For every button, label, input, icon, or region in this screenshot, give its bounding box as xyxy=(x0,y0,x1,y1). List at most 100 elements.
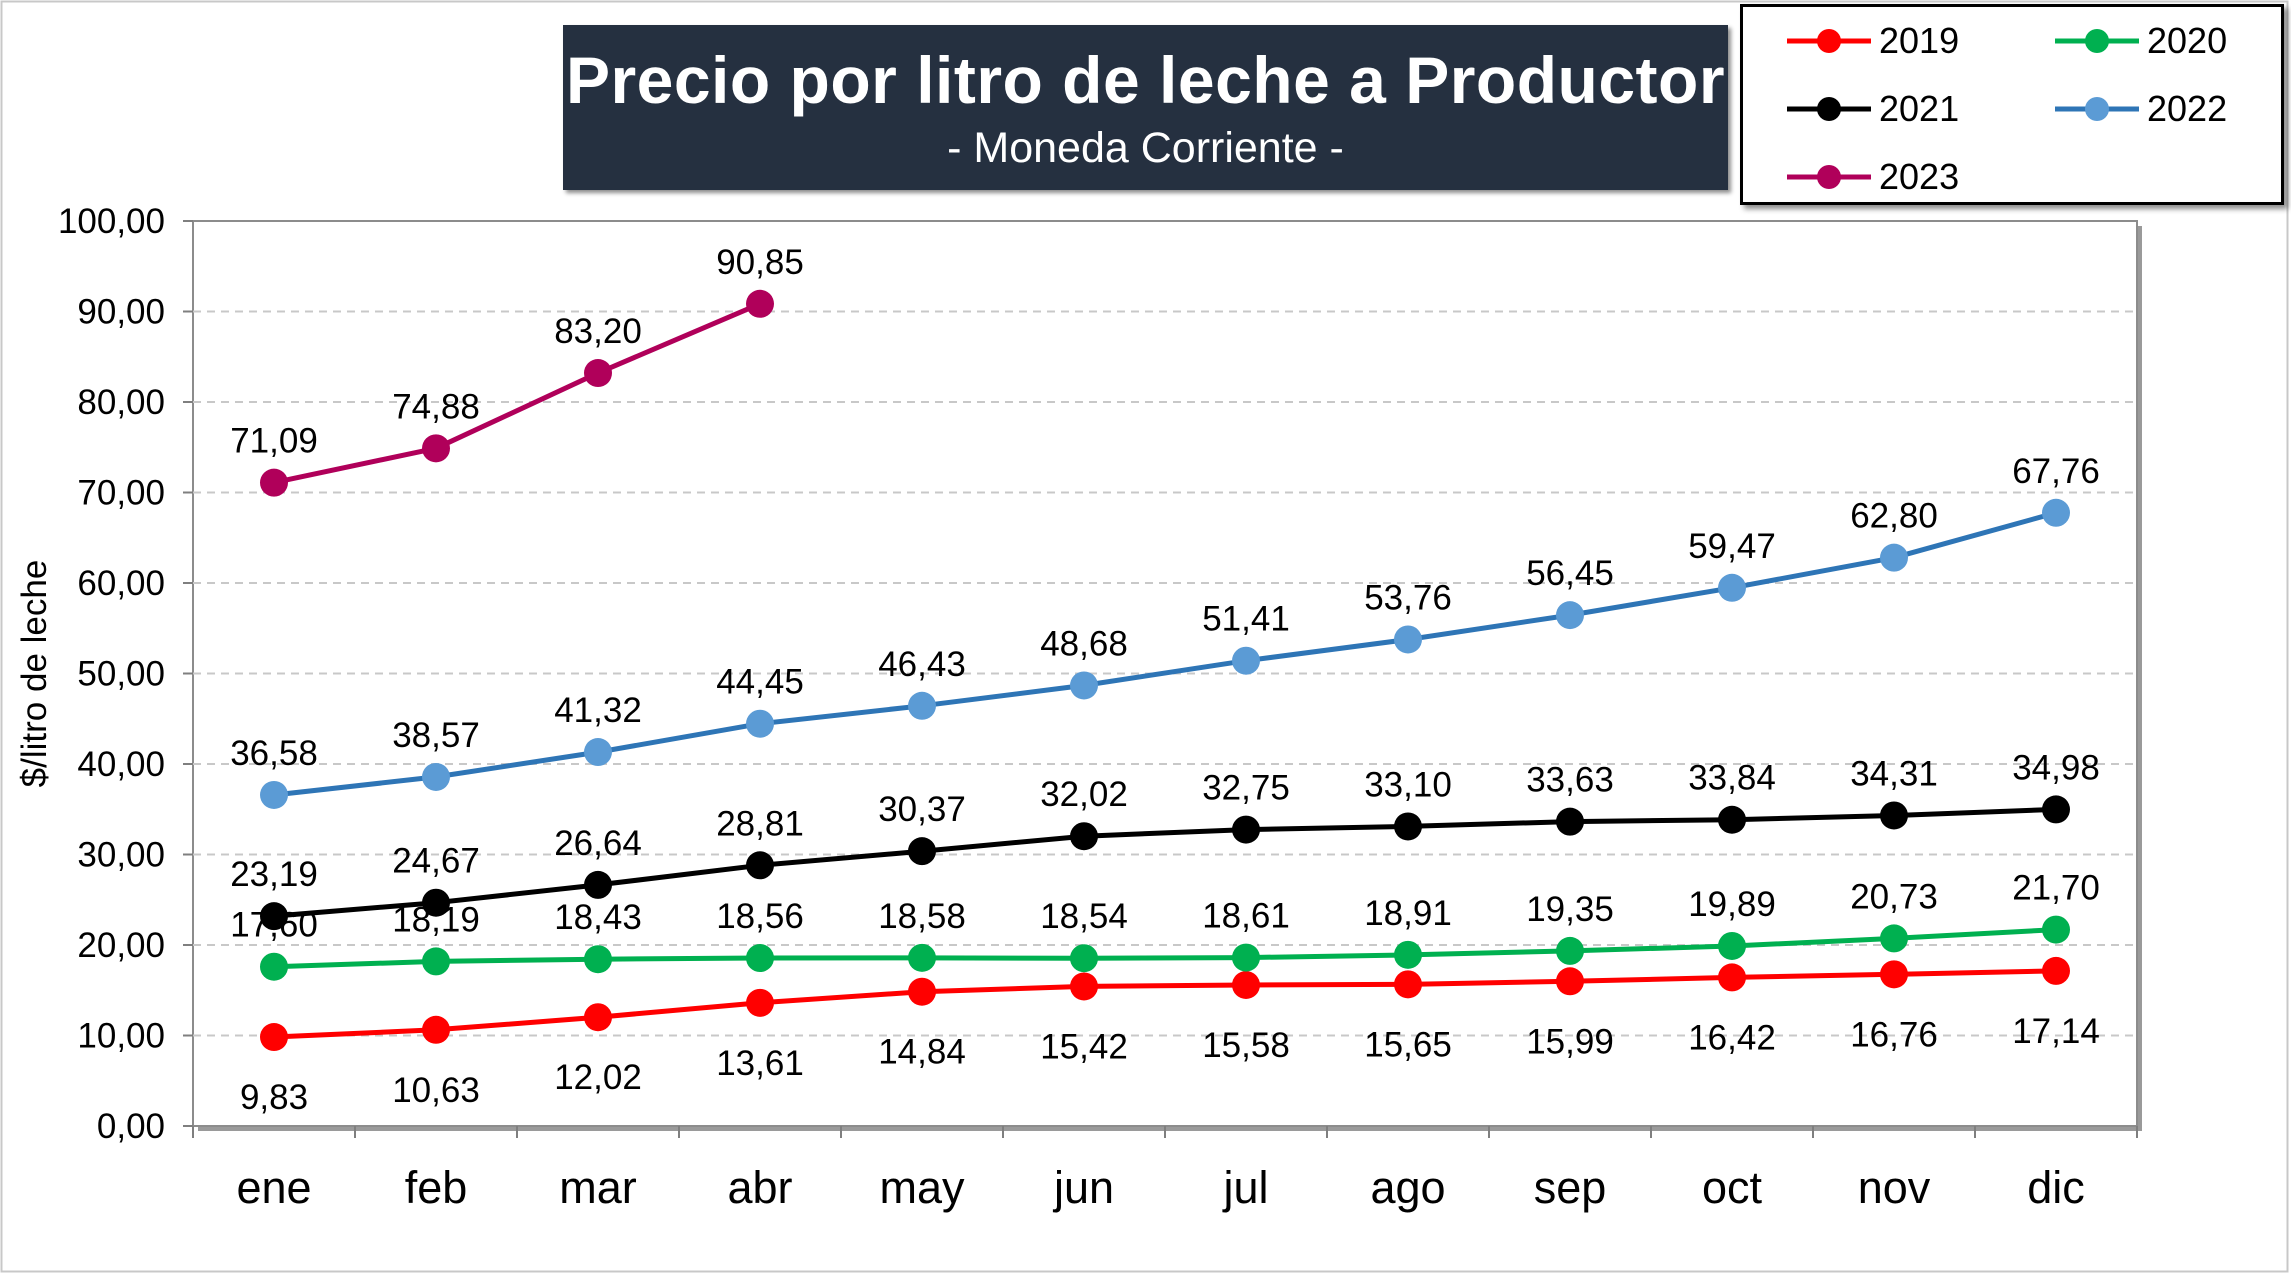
legend-item-2019: 2019 xyxy=(1783,20,1960,61)
data-point-2021 xyxy=(908,837,936,866)
data-label-2019: 14,84 xyxy=(878,1033,966,1072)
data-label-2020: 21,70 xyxy=(2012,869,2100,908)
data-label-2020: 18,43 xyxy=(554,898,642,937)
data-point-2021 xyxy=(1718,805,1746,834)
x-tick-label: jul xyxy=(1221,1162,1268,1213)
data-point-2019 xyxy=(1718,963,1746,992)
data-point-2023 xyxy=(260,468,288,497)
data-label-2022: 44,45 xyxy=(716,663,804,702)
data-point-2020 xyxy=(1718,931,1746,960)
data-label-2022: 56,45 xyxy=(1526,554,1614,593)
data-point-2022 xyxy=(1718,573,1746,602)
y-tick-label: 20,00 xyxy=(77,926,165,965)
y-tick-label: 60,00 xyxy=(77,564,165,603)
data-label-2022: 41,32 xyxy=(554,691,642,730)
y-tick-label: 80,00 xyxy=(77,383,165,422)
data-label-2020: 20,73 xyxy=(1850,877,1938,916)
data-label-2020: 19,89 xyxy=(1688,885,1776,924)
data-label-2019: 15,65 xyxy=(1364,1025,1452,1064)
data-label-2022: 38,57 xyxy=(392,716,480,755)
data-label-2021: 33,10 xyxy=(1364,765,1452,804)
data-label-2021: 32,02 xyxy=(1040,775,1128,814)
legend: 2019 2020 2021 2022 xyxy=(1740,4,2284,205)
data-point-2019 xyxy=(260,1023,288,1052)
legend-label-2020: 2020 xyxy=(2147,20,2228,61)
data-label-2019: 16,76 xyxy=(1850,1015,1938,1054)
data-point-2019 xyxy=(1070,972,1098,1001)
data-label-2023: 83,20 xyxy=(554,312,642,351)
data-point-2022 xyxy=(1880,543,1908,572)
data-point-2022 xyxy=(422,762,450,791)
data-label-2023: 90,85 xyxy=(716,243,804,282)
data-label-2022: 48,68 xyxy=(1040,624,1128,663)
series-line-2021 xyxy=(273,806,2057,919)
x-tick-label: abr xyxy=(727,1162,792,1213)
data-point-2019 xyxy=(1394,970,1422,999)
legend-label-2021: 2021 xyxy=(1879,88,1960,129)
x-tick-label: nov xyxy=(1858,1162,1931,1213)
legend-marker-2019 xyxy=(1787,29,1871,53)
data-label-2019: 15,42 xyxy=(1040,1027,1128,1066)
data-point-2020 xyxy=(1556,936,1584,965)
data-label-2019: 12,02 xyxy=(554,1058,642,1097)
data-label-2020: 18,56 xyxy=(716,897,804,936)
y-tick-label: 70,00 xyxy=(77,474,165,513)
data-point-2020 xyxy=(1394,940,1422,969)
data-point-2019 xyxy=(746,988,774,1017)
data-label-2019: 13,61 xyxy=(716,1044,804,1083)
data-point-2021 xyxy=(2042,795,2070,824)
data-point-2022 xyxy=(1232,646,1260,675)
data-label-2021: 24,67 xyxy=(392,842,480,881)
series-line-2020 xyxy=(273,927,2057,970)
data-point-2022 xyxy=(584,738,612,767)
series-line-2019 xyxy=(273,968,2057,1040)
data-label-2022: 51,41 xyxy=(1202,600,1290,639)
data-point-2021 xyxy=(1232,815,1260,844)
data-point-2022 xyxy=(746,709,774,738)
chart-subtitle: - Moneda Corriente - xyxy=(947,124,1344,172)
data-point-2019 xyxy=(1556,967,1584,996)
data-label-2021: 33,84 xyxy=(1688,759,1776,798)
data-point-2020 xyxy=(1880,924,1908,953)
legend-label-2023: 2023 xyxy=(1879,156,1960,197)
y-tick-label: 30,00 xyxy=(77,836,165,875)
series-line-2023 xyxy=(273,301,761,486)
data-label-2021: 34,31 xyxy=(1850,754,1938,793)
data-label-2019: 16,42 xyxy=(1688,1018,1776,1057)
x-tick-label: jun xyxy=(1052,1162,1114,1213)
data-point-2021 xyxy=(1556,807,1584,836)
series-line-2022 xyxy=(273,510,2057,798)
data-label-2021: 26,64 xyxy=(554,824,642,863)
legend-label-2022: 2022 xyxy=(2147,88,2228,129)
data-point-2021 xyxy=(1880,801,1908,830)
legend-marker-2021 xyxy=(1787,97,1871,121)
data-label-2019: 15,58 xyxy=(1202,1026,1290,1065)
x-tick-label: dic xyxy=(2027,1162,2085,1213)
data-label-2019: 15,99 xyxy=(1526,1022,1614,1061)
data-point-2022 xyxy=(1394,625,1422,654)
data-label-2021: 30,37 xyxy=(878,790,966,829)
data-point-2020 xyxy=(2042,915,2070,944)
data-point-2020 xyxy=(260,952,288,981)
y-tick-label: 40,00 xyxy=(77,745,165,784)
y-tick-label: 50,00 xyxy=(77,655,165,694)
data-point-2019 xyxy=(1232,971,1260,1000)
data-label-2020: 18,91 xyxy=(1364,894,1452,933)
x-tick-label: ene xyxy=(236,1162,311,1213)
legend-label-2019: 2019 xyxy=(1879,20,1960,61)
title-box: Precio por litro de leche a Productor - … xyxy=(563,25,1728,190)
data-point-2021 xyxy=(422,888,450,917)
y-tick-label: 0,00 xyxy=(97,1107,165,1146)
data-point-2020 xyxy=(908,943,936,972)
data-point-2020 xyxy=(422,947,450,976)
data-label-2023: 71,09 xyxy=(230,422,318,461)
y-axis-title: $/litro de leche xyxy=(15,560,54,788)
data-point-2020 xyxy=(1232,943,1260,972)
data-label-2021: 33,63 xyxy=(1526,761,1614,800)
data-point-2019 xyxy=(2042,956,2070,985)
y-tick-label: 10,00 xyxy=(77,1017,165,1056)
data-label-2022: 53,76 xyxy=(1364,578,1452,617)
data-point-2023 xyxy=(584,359,612,388)
data-point-2019 xyxy=(1880,960,1908,989)
x-tick-label: mar xyxy=(559,1162,637,1213)
